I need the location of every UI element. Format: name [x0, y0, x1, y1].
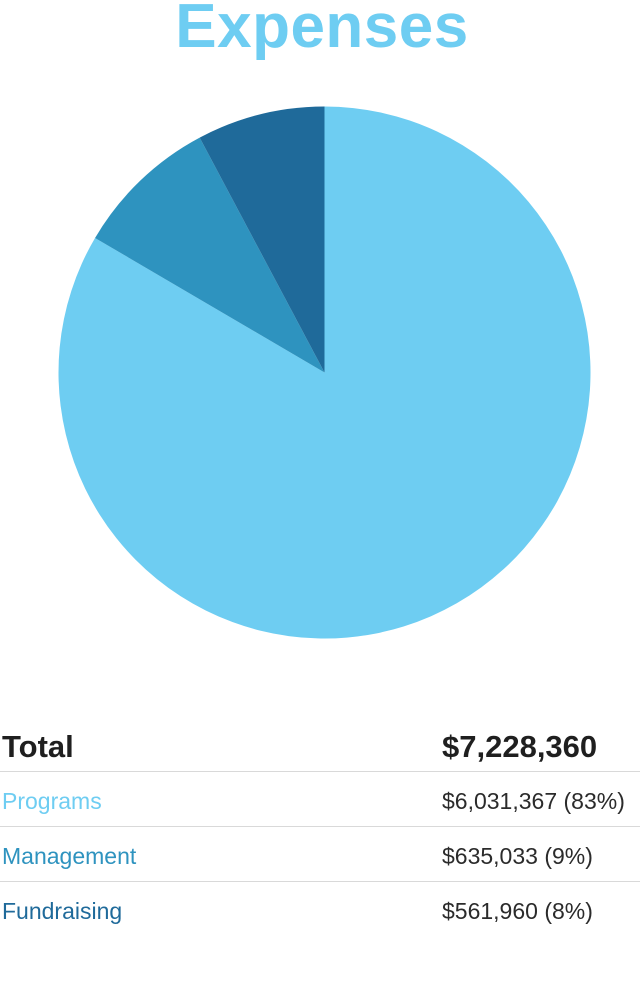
chart-title: Expenses — [175, 0, 469, 61]
programs-label: Programs — [2, 788, 102, 814]
total-label: Total — [2, 729, 74, 764]
table-row-fundraising: Fundraising $561,960 (8%) — [0, 882, 640, 937]
table-row-programs: Programs $6,031,367 (83%) — [0, 772, 640, 827]
total-row: Total $7,228,360 — [0, 720, 640, 772]
management-label: Management — [2, 843, 137, 869]
programs-value: $6,031,367 (83%) — [442, 788, 625, 814]
management-value: $635,033 (9%) — [442, 843, 593, 869]
total-value: $7,228,360 — [442, 729, 598, 764]
table-row-management: Management $635,033 (9%) — [0, 827, 640, 882]
pie-chart — [52, 100, 597, 645]
pie-slice-management — [95, 137, 325, 373]
pie-slice-programs — [58, 106, 591, 639]
pie-slice-fundraising — [199, 106, 325, 373]
fundraising-label: Fundraising — [2, 898, 123, 924]
fundraising-value: $561,960 (8%) — [442, 898, 593, 924]
expense-table: Total $7,228,360 Programs $6,031,367 (83… — [0, 720, 640, 937]
pie-svg — [58, 106, 591, 639]
